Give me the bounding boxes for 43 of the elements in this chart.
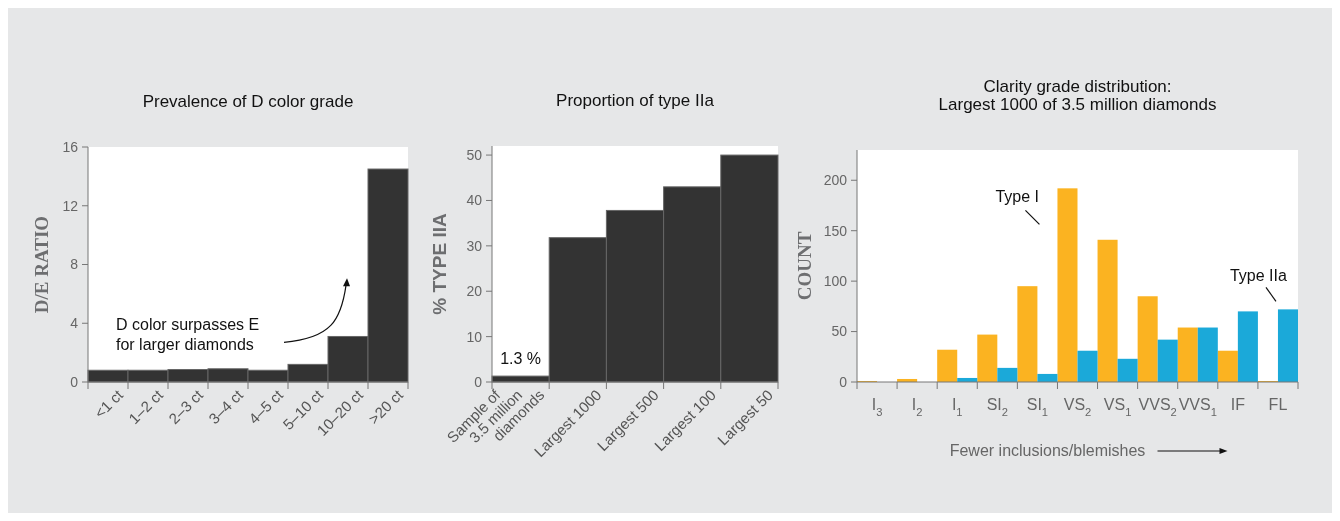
x-tick-label: >20 ct: [364, 385, 407, 428]
y-tick-label: 40: [466, 192, 483, 209]
y-tick-label: 16: [62, 138, 79, 155]
series-label: Type IIa: [1229, 267, 1287, 285]
x-tick-label: VVS$_{2}$: [1138, 396, 1177, 418]
x-tick-label: <1 ct: [90, 385, 127, 422]
y-tick-label: 150: [823, 222, 848, 239]
y-tick-label: 10: [466, 328, 483, 345]
y-tick-label: 4: [70, 315, 79, 332]
chart-title: Prevalence of D color grade: [142, 92, 354, 111]
x-tick-label: VVS$_{1}$: [1178, 396, 1217, 418]
y-tick-label: 0: [839, 373, 848, 390]
x-tick-label: IF: [1230, 396, 1246, 413]
data-label: 1.3 %: [500, 350, 542, 368]
y-tick-label: 0: [474, 373, 483, 390]
y-tick-label: 20: [466, 283, 483, 300]
y-tick-label: 12: [62, 197, 79, 214]
y-tick-label: 0: [70, 373, 79, 390]
x-tick-label: VS$_{2}$: [1063, 396, 1092, 418]
x-tick-label: FL: [1268, 396, 1288, 413]
x-tick-label: 3–4 ct: [205, 385, 247, 428]
x-tick-label: SI$_{2}$: [986, 396, 1008, 418]
x-tick-label: VS$_{1}$: [1103, 396, 1132, 418]
x-tick-label: 2–3 ct: [165, 385, 207, 428]
y-tick-label: 50: [466, 146, 483, 163]
y-tick-label: 50: [831, 323, 848, 340]
y-tick-label: 200: [823, 172, 848, 189]
chart-title: Clarity grade distribution: Largest 1000 of 3.5 million diamonds: [938, 77, 1217, 114]
x-tick-label: I$_{3}$: [871, 396, 883, 418]
x-tick-label: SI$_{1}$: [1026, 396, 1049, 418]
y-axis-title: D/E RATIO: [31, 215, 52, 314]
y-axis-title: COUNT: [794, 231, 815, 301]
x-tick-label: I$_{2}$: [911, 396, 923, 418]
y-tick-label: 100: [823, 273, 848, 290]
annotation: D color surpasses E for larger diamonds: [116, 316, 260, 354]
y-axis-title: % TYPE IIA: [429, 213, 450, 315]
x-axis-title: Fewer inclusions/blemishes: [949, 442, 1146, 459]
y-tick-label: 8: [70, 256, 79, 273]
x-tick-label: 1–2 ct: [125, 385, 167, 428]
chart-title: Proportion of type IIa: [556, 91, 715, 110]
series-label: Type I: [995, 188, 1040, 206]
y-tick-label: 30: [466, 237, 483, 254]
x-tick-label: I$_{1}$: [951, 396, 963, 418]
